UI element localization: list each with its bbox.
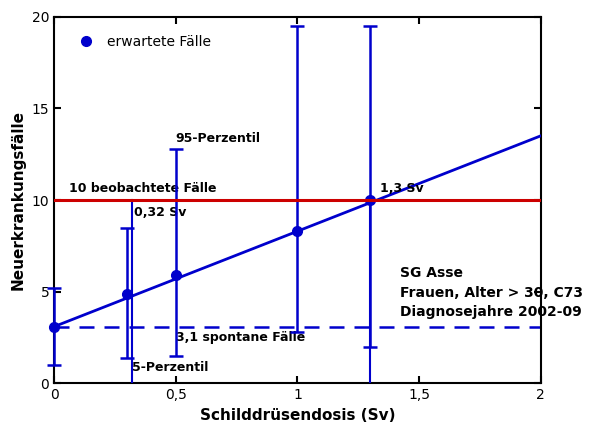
Text: 95-Perzentil: 95-Perzentil bbox=[176, 132, 261, 145]
Text: 10 beobachtete Fälle: 10 beobachtete Fälle bbox=[69, 182, 216, 195]
Y-axis label: Neuerkrankungsfälle: Neuerkrankungsfälle bbox=[11, 110, 26, 290]
Legend: erwartete Fälle: erwartete Fälle bbox=[61, 23, 222, 60]
Text: SG Asse
Frauen, Alter > 30, C73
Diagnosejahre 2002-09: SG Asse Frauen, Alter > 30, C73 Diagnose… bbox=[400, 266, 583, 319]
Text: 5-Perzentil: 5-Perzentil bbox=[132, 362, 208, 375]
Text: 0,32 Sv: 0,32 Sv bbox=[134, 206, 187, 219]
Text: 1,3 Sv: 1,3 Sv bbox=[380, 182, 424, 195]
X-axis label: Schilddrüsendosis (Sv): Schilddrüsendosis (Sv) bbox=[200, 408, 395, 423]
Text: 3,1 spontane Fälle: 3,1 spontane Fälle bbox=[176, 331, 305, 344]
